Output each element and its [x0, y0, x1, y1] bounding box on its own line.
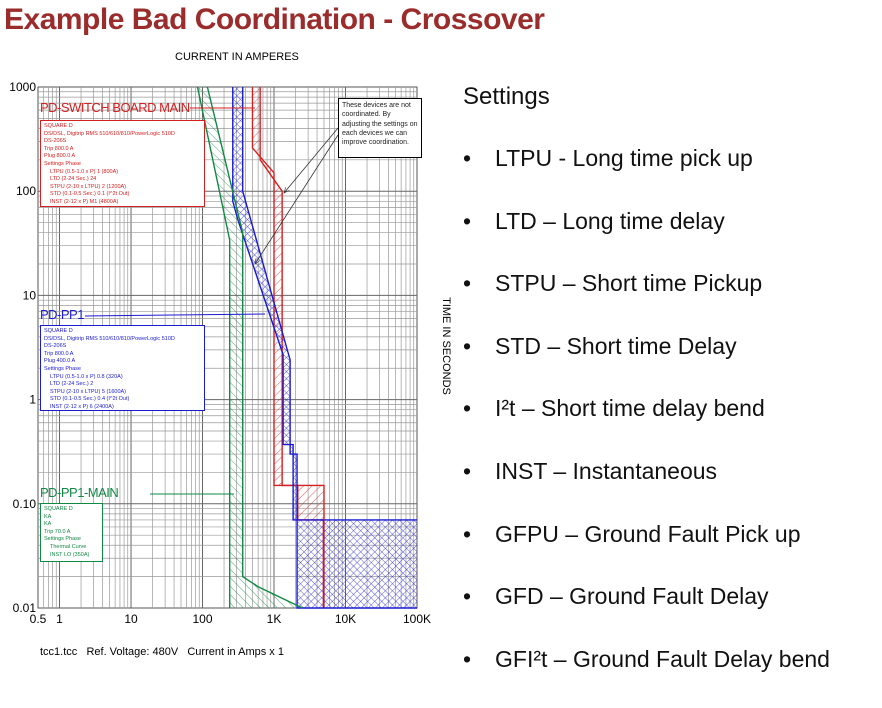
x-tick-label: 1K	[267, 612, 282, 626]
setting-line: KA	[44, 521, 52, 528]
bullet-icon: •	[463, 207, 472, 234]
setting-line: LTD (2-24 Sec.) 24	[50, 176, 97, 183]
y-tick-label: 1000	[9, 80, 36, 94]
bullet-icon: •	[463, 520, 472, 547]
switchboard-settings-box: SQUARE D DS/DSL, Digitrip RMS 510/610/810…	[40, 120, 205, 207]
setting-line: DS-206S	[44, 138, 67, 145]
setting-line: Settings Phase	[44, 160, 81, 167]
bullet-icon: •	[463, 145, 472, 171]
settings-item: • STPU – Short time Pickup	[463, 270, 830, 333]
setting-line: INST LO (350A)	[50, 551, 90, 558]
pp1main-curve-max	[206, 86, 303, 609]
setting-line: KA	[44, 513, 52, 520]
x-tick-label: 100K	[403, 612, 431, 626]
setting-line: LTPU (0.5-1.0 x P) 1 (800A)	[50, 168, 119, 175]
bullet-icon: •	[463, 457, 472, 484]
x-tick-label: 10K	[335, 612, 356, 626]
settings-item: • I²t – Short time delay bend	[463, 395, 830, 458]
x-axis-label: CURRENT IN AMPERES	[175, 51, 299, 63]
settings-item: • GFD – Ground Fault Delay	[463, 583, 830, 646]
settings-item: • LTD – Long time delay	[463, 208, 830, 271]
pp1-leader	[84, 313, 266, 317]
settings-list: • LTPU - Long time pick up • LTD – Long ti…	[463, 145, 830, 708]
pp1-settings-box: SQUARE D DS/DSL, Digitrip RMS 510/610/810…	[40, 325, 205, 411]
setting-line: LTD (2-24 Sec.) 2	[50, 381, 94, 388]
setting-line: SQUARE D	[44, 123, 73, 129]
x-tick-label: 0.5	[30, 612, 47, 626]
setting-line: DS-206S	[44, 343, 67, 350]
x-tick-label: 100	[192, 612, 212, 626]
settings-heading: Settings	[463, 83, 550, 110]
setting-line: STD (0.1-0.5 Sec.) 0.4 (I^2t Out)	[50, 396, 130, 403]
settings-item: • INST – Instantaneous	[463, 458, 830, 521]
settings-item: • STD – Short time Delay	[463, 333, 830, 396]
settings-item: • LTPU - Long time pick up	[463, 145, 830, 208]
setting-line: SQUARE D	[44, 328, 73, 334]
setting-line: Trip 800.0 A	[44, 145, 74, 152]
setting-line: Plug 800.0 A	[44, 153, 76, 160]
setting-line: Trip 70.0 A	[44, 528, 71, 535]
bullet-icon: •	[463, 395, 472, 422]
bullet-icon: •	[463, 645, 472, 672]
footer-text: tcc1.tcc Ref. Voltage: 480V Current in A…	[40, 646, 284, 658]
pp1-band-fill	[232, 87, 417, 608]
pp1main-label: PD-PP1-MAIN	[40, 485, 119, 500]
x-tick-label: 10	[124, 612, 138, 626]
coordination-note: These devices are not coordinated. By ad…	[338, 98, 422, 158]
bullet-icon: •	[463, 270, 472, 297]
note-arrow	[284, 127, 339, 193]
setting-line: Plug 400.0 A	[44, 358, 76, 365]
slide-title: Example Bad Coordination - Crossover	[4, 3, 545, 36]
setting-line: DS/DSL, Digitrip RMS 510/610/810/PowerLo…	[44, 335, 175, 342]
setting-line: STPU (2-10 x LTPU) 5 (1600A)	[50, 388, 127, 395]
setting-line: DS/DSL, Digitrip RMS 510/610/810/PowerLo…	[44, 130, 175, 137]
setting-line: LTPU (0.5-1.0 x P) 0.8 (320A)	[50, 373, 123, 380]
pp1-label: PD-PP1	[40, 307, 84, 322]
setting-line: Settings Phase	[44, 536, 81, 543]
pp1main-settings-box: SQUARE D KA KA Trip 70.0 A Settings Phase The…	[40, 503, 103, 562]
note-arrow	[255, 134, 339, 264]
x-tick-label: 1	[56, 612, 63, 626]
settings-item: • GFI²t – Ground Fault Delay bend	[463, 646, 830, 708]
y-tick-label: 0.01	[13, 601, 37, 615]
pp1main-curve-min	[196, 86, 231, 608]
settings-item: • GFPU – Ground Fault Pick up	[463, 521, 830, 584]
setting-line: STD (0.1-0.5 Sec.) 0.1 (I^2t Out)	[50, 191, 130, 198]
y-tick-label: 1	[29, 393, 36, 407]
setting-line: INST (2-12 x P) 6 (2400A)	[50, 403, 114, 410]
y-tick-label: 100	[16, 184, 36, 198]
switchboard-label: PD-SWITCH BOARD MAIN	[40, 100, 190, 115]
setting-line: Settings Phase	[44, 365, 81, 372]
setting-line: Trip 800.0 A	[44, 350, 74, 357]
setting-line: SQUARE D	[44, 506, 73, 512]
bullet-icon: •	[463, 332, 472, 359]
setting-line: STPU (2-10 x LTPU) 2 (1200A)	[50, 183, 127, 190]
setting-line: Thermal Curve	[50, 543, 87, 550]
y-tick-label: 0.10	[13, 497, 37, 511]
y-tick-label: 10	[23, 288, 37, 302]
setting-line: INST (2-12 x P) M1 (4800A)	[50, 198, 119, 205]
bullet-icon: •	[463, 583, 472, 610]
